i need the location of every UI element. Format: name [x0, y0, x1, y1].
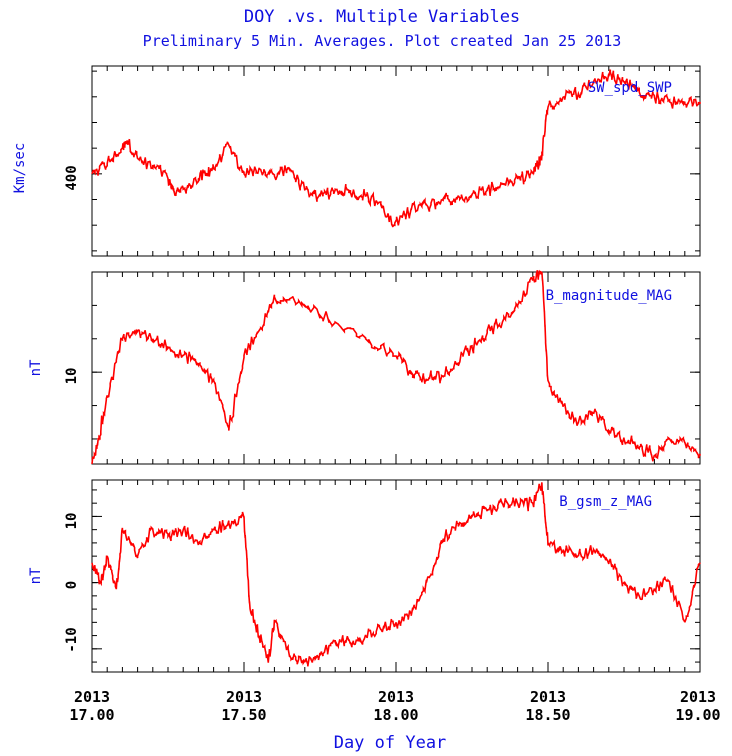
x-tick-year-1: 2013 [226, 688, 262, 706]
y-axis-label-1: Km/sec [12, 143, 28, 194]
series-line-b-gsm-z [91, 482, 701, 667]
y-axis-label-2: nT [28, 359, 44, 376]
panel-3-ticks [91, 480, 701, 672]
x-tick-day-1: 17.50 [221, 706, 266, 724]
panel-2-ticks [91, 271, 701, 464]
x-axis-label: Day of Year [334, 733, 447, 753]
series-line-b-magnitude [91, 269, 701, 465]
y-tick-label-panel3-minus10: -10 [64, 627, 80, 652]
x-tick-year-4: 2013 [680, 688, 716, 706]
y-tick-label-panel1-400: 400 [64, 165, 80, 190]
y-tick-label-panel3-0: 0 [64, 581, 80, 589]
series-line-sw-spd [91, 69, 701, 228]
chart-title: DOY .vs. Multiple Variables [244, 7, 520, 27]
x-tick-day-2: 18.00 [373, 706, 418, 724]
x-tick-year-3: 2013 [530, 688, 566, 706]
x-tick-day-0: 17.00 [69, 706, 114, 724]
x-tick-year-0: 2013 [74, 688, 110, 706]
x-tick-year-2: 2013 [378, 688, 414, 706]
x-tick-day-4: 19.00 [675, 706, 720, 724]
y-tick-label-panel3-10: 10 [64, 513, 80, 530]
y-tick-label-panel2-10: 10 [64, 368, 80, 385]
y-axis-label-3: nT [28, 567, 44, 584]
series-name-3: B_gsm_z_MAG [559, 494, 652, 510]
x-tick-day-3: 18.50 [525, 706, 570, 724]
chart-subtitle: Preliminary 5 Min. Averages. Plot create… [143, 32, 622, 50]
series-name-2: B_magnitude_MAG [546, 288, 672, 304]
panel-1-ticks [91, 66, 701, 256]
series-name-1: SW_spd_SWP [588, 80, 672, 96]
